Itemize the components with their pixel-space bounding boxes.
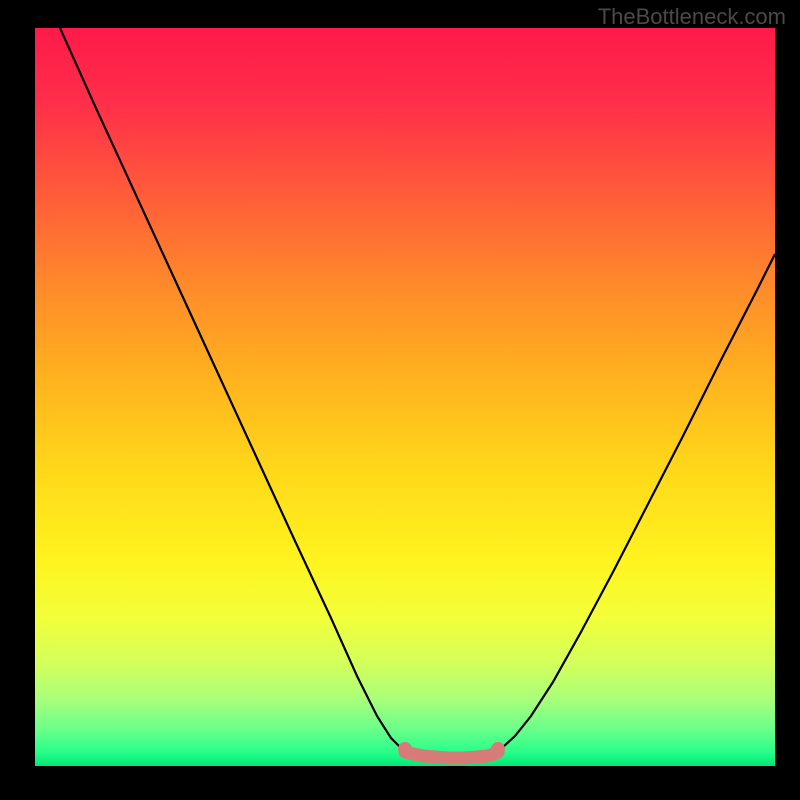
bottleneck-curve — [35, 28, 775, 766]
flat-endcap-left — [398, 742, 412, 756]
curve-flat-segment — [405, 752, 498, 758]
curve-left-branch — [60, 28, 407, 752]
watermark-text: TheBottleneck.com — [598, 4, 786, 30]
flat-endcap-right — [491, 742, 505, 756]
chart-plot-area — [35, 28, 775, 766]
curve-right-branch — [495, 254, 775, 752]
